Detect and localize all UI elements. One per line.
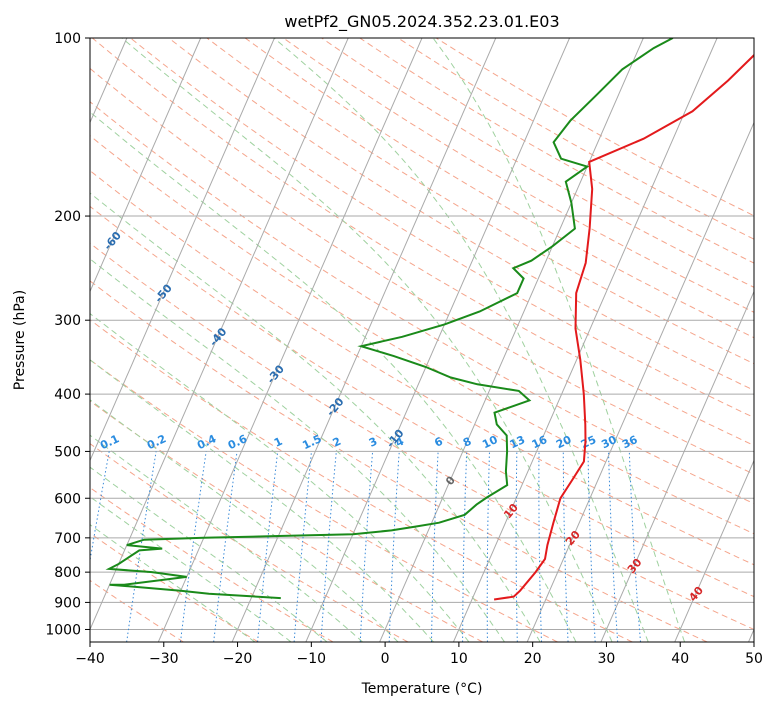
isotherm	[379, 38, 644, 642]
mixing-ratio-label: 20	[554, 433, 574, 451]
x-tick-label: −30	[149, 651, 179, 667]
x-tick-label: 50	[745, 651, 763, 667]
isotherm	[674, 459, 754, 642]
isotherm	[600, 290, 754, 642]
background-lines	[90, 38, 754, 642]
x-tick-label: 0	[381, 651, 390, 667]
mixing-ratio-label: 30	[599, 433, 619, 451]
dry-adiabat	[90, 205, 754, 598]
moist-adiabat	[90, 496, 292, 642]
isotherm	[452, 38, 718, 642]
dry-adiabat	[90, 169, 754, 566]
y-tick-label: 900	[54, 595, 81, 611]
mixing-ratio-line	[257, 451, 279, 642]
y-tick-label: 1000	[45, 622, 81, 638]
x-tick-label: −10	[297, 651, 327, 667]
dry-adiabat	[283, 38, 754, 313]
y-tick-label: 300	[54, 313, 81, 329]
mixing-ratio-line	[213, 451, 238, 642]
moist-adiabat	[432, 38, 686, 642]
x-tick-label: −20	[223, 651, 253, 667]
x-tick-label: 40	[671, 651, 689, 667]
moist-adiabat	[121, 38, 613, 642]
mixing-ratio-label: 25	[579, 433, 598, 451]
isotherm	[157, 38, 423, 642]
y-tick-label: 100	[54, 31, 81, 47]
mixing-ratio-label: 36	[620, 433, 640, 451]
profiles	[105, 38, 754, 601]
plot-frame	[89, 37, 755, 643]
y-tick-label: 200	[54, 209, 81, 225]
dewpoint-line	[105, 38, 674, 600]
x-tick-label: 10	[450, 651, 468, 667]
dry-adiabat	[90, 101, 754, 505]
dry-adiabat	[90, 242, 754, 631]
mixing-ratio-line	[126, 451, 157, 642]
y-tick-label: 500	[54, 444, 81, 460]
y-tick-label: 700	[54, 531, 81, 547]
temperature-line	[493, 53, 754, 601]
isotherm-label: -70	[51, 174, 74, 198]
y-axis-title: Pressure (hPa)	[12, 290, 28, 390]
dry-adiabat	[90, 319, 633, 642]
mixing-ratio-label: 16	[530, 433, 550, 451]
dry-adiabat	[90, 135, 754, 535]
y-tick-label: 400	[54, 387, 81, 403]
moist-adiabat	[90, 258, 505, 642]
mixing-ratio-label: 10	[480, 433, 500, 451]
moist-adiabat	[273, 38, 649, 642]
moist-adiabat	[90, 111, 577, 642]
y-axis: 100 200 300 400 500 600 700 800 900 1000	[45, 31, 90, 638]
mixing-ratio-label: 13	[508, 433, 527, 451]
y-tick-label: 800	[54, 565, 81, 581]
isotherm	[90, 38, 202, 293]
isotherm	[90, 38, 349, 631]
dry-adiabat	[90, 359, 558, 642]
dry-adiabat	[321, 38, 754, 288]
isotherm	[526, 121, 754, 642]
mixing-ratio-line	[179, 451, 207, 642]
x-tick-label: 20	[524, 651, 542, 667]
dry-adiabat	[90, 280, 708, 642]
x-tick-label: 30	[598, 651, 616, 667]
y-tick-label: 600	[54, 491, 81, 507]
dry-adiabat	[168, 38, 754, 391]
isotherm-label: -80	[0, 130, 20, 154]
dry-adiabat	[90, 487, 334, 642]
moist-adiabat	[90, 399, 399, 642]
x-tick-label: −40	[75, 651, 105, 667]
isotherm	[231, 38, 497, 642]
line-labels: 0.10.20.40.611.52346810131620253036-100-…	[0, 130, 706, 604]
plot-background	[90, 38, 754, 642]
isotherm	[305, 38, 571, 642]
chart-title: wetPf2_GN05.2024.352.23.01.E03	[284, 12, 559, 32]
isotherm	[90, 38, 275, 462]
x-axis-title: Temperature (°C)	[361, 681, 483, 697]
x-axis: −40 −30 −20 −10 0 10 20 30 40 50	[75, 642, 763, 667]
dry-adiabat	[130, 38, 754, 419]
dry-adiabat	[90, 443, 409, 642]
